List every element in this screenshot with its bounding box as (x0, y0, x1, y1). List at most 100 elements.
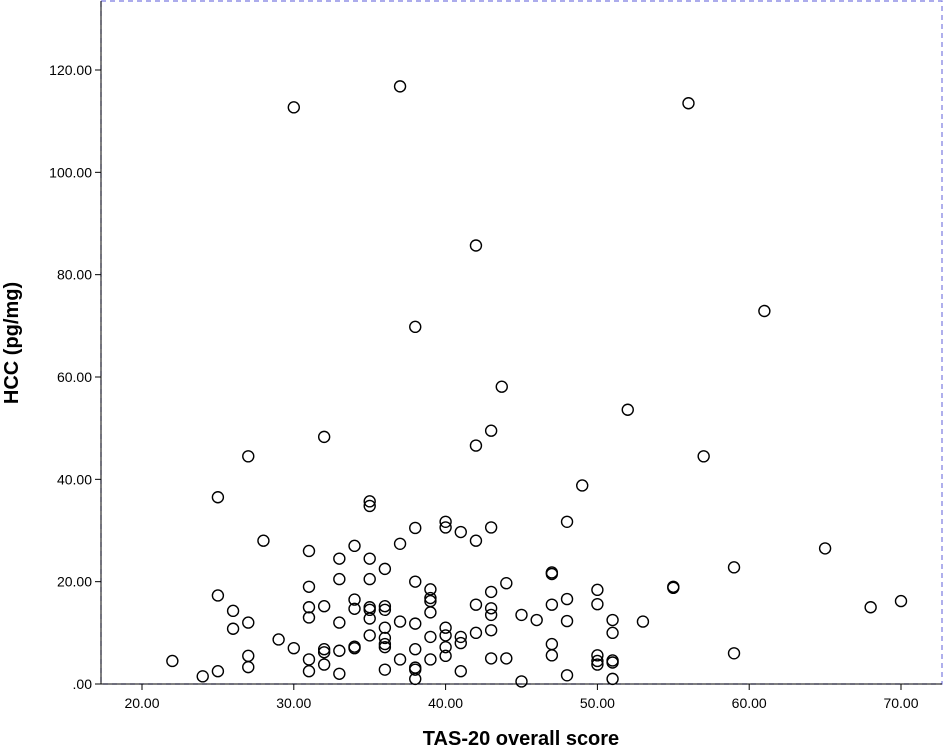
scatter-point (393, 80, 407, 93)
scatter-point (363, 495, 376, 508)
scatter-point (257, 534, 270, 547)
scatter-point (515, 608, 528, 622)
x-axis-ticks: 20.00 30.00 40.00 50.00 60.00 70.00 (124, 684, 919, 711)
scatter-point (166, 654, 179, 668)
scatter-point (378, 621, 392, 634)
scatter-point (545, 649, 559, 662)
y-tick-label: 60.00 (57, 369, 92, 385)
scatter-point (484, 602, 498, 615)
scatter-point (333, 572, 346, 586)
scatter-point (591, 658, 604, 671)
scatter-point (591, 597, 604, 611)
scatter-point (302, 601, 316, 614)
scatter-point (333, 667, 346, 680)
scatter-point (591, 654, 604, 668)
y-tick-label: 120.00 (49, 62, 92, 78)
scatter-point (242, 660, 255, 674)
scatter-point (363, 552, 376, 565)
scatter-point (545, 567, 559, 581)
scatter-point (560, 669, 574, 682)
x-tick-label: 20.00 (124, 695, 159, 711)
scatter-point (333, 552, 346, 565)
scatter-point (697, 450, 710, 463)
scatter-point (576, 479, 589, 492)
scatter-point (302, 653, 316, 666)
data-points (166, 80, 908, 688)
scatter-point (409, 663, 422, 676)
scatter-point (242, 450, 255, 463)
scatter-point (378, 637, 392, 651)
scatter-point (894, 594, 908, 608)
scatter-point (484, 608, 498, 622)
scatter-point (272, 633, 285, 646)
scatter-point (287, 641, 300, 655)
scatter-point (302, 580, 316, 593)
y-tick-label: .00 (73, 676, 93, 692)
scatter-point (363, 629, 376, 642)
scatter-point (591, 583, 604, 597)
y-tick-label: 100.00 (49, 164, 92, 180)
scatter-point (302, 544, 316, 558)
scatter-point (484, 521, 498, 534)
scatter-point (317, 430, 331, 444)
scatter-point (500, 652, 513, 665)
scatter-point (424, 606, 437, 619)
scatter-point (348, 602, 361, 615)
scatter-point (439, 649, 452, 663)
scatter-point (363, 572, 376, 586)
scatter-point (317, 600, 331, 613)
scatter-point (348, 593, 361, 606)
scatter-point (560, 592, 574, 606)
scatter-point (454, 630, 467, 644)
y-axis-ticks: .00 20.00 40.00 60.00 80.00 100.00 120.00 (49, 62, 101, 692)
scatter-point (378, 631, 392, 645)
scatter-point (606, 613, 619, 627)
scatter-point (484, 585, 498, 599)
scatter-point (211, 665, 225, 678)
scatter-point (424, 583, 437, 596)
scatter-point (363, 601, 376, 614)
scatter-point (317, 658, 331, 671)
scatter-point (439, 521, 452, 534)
scatter-point (302, 665, 316, 678)
x-tick-label: 30.00 (276, 695, 311, 711)
scatter-point (302, 611, 316, 624)
scatter-point (545, 637, 559, 651)
scatter-point (226, 622, 240, 635)
x-tick-label: 40.00 (428, 695, 463, 711)
scatter-point (211, 491, 225, 504)
scatter-point (469, 534, 483, 547)
scatter-point (530, 613, 543, 627)
x-tick-label: 70.00 (883, 695, 918, 711)
scatter-point (636, 615, 650, 628)
scatter-point (454, 665, 467, 678)
scatter-point (682, 97, 695, 110)
scatter-point (515, 675, 528, 688)
scatter-point (818, 542, 832, 555)
scatter-point (378, 603, 392, 617)
scatter-point (591, 649, 604, 662)
scatter-point (378, 640, 392, 654)
scatter-point (333, 644, 346, 657)
scatter-point (363, 499, 376, 513)
scatter-point (560, 515, 574, 529)
scatter-point (469, 439, 483, 452)
scatter-point (378, 562, 392, 576)
scatter-point (363, 612, 376, 625)
scatter-point (606, 672, 619, 686)
scatter-point (500, 577, 513, 590)
scatter-point (727, 561, 741, 574)
scatter-point (409, 575, 422, 588)
scatter-point (378, 600, 392, 613)
scatter-point (484, 424, 498, 437)
scatter-point (409, 521, 422, 535)
scatter-point (727, 647, 741, 660)
y-tick-label: 20.00 (57, 574, 92, 590)
scatter-point (409, 672, 422, 686)
scatter-point (409, 320, 422, 334)
scatter-point (333, 616, 346, 629)
scatter-point (864, 601, 877, 614)
scatter-point (758, 304, 771, 318)
scatter-point (211, 589, 225, 602)
scatter-point (469, 626, 483, 640)
